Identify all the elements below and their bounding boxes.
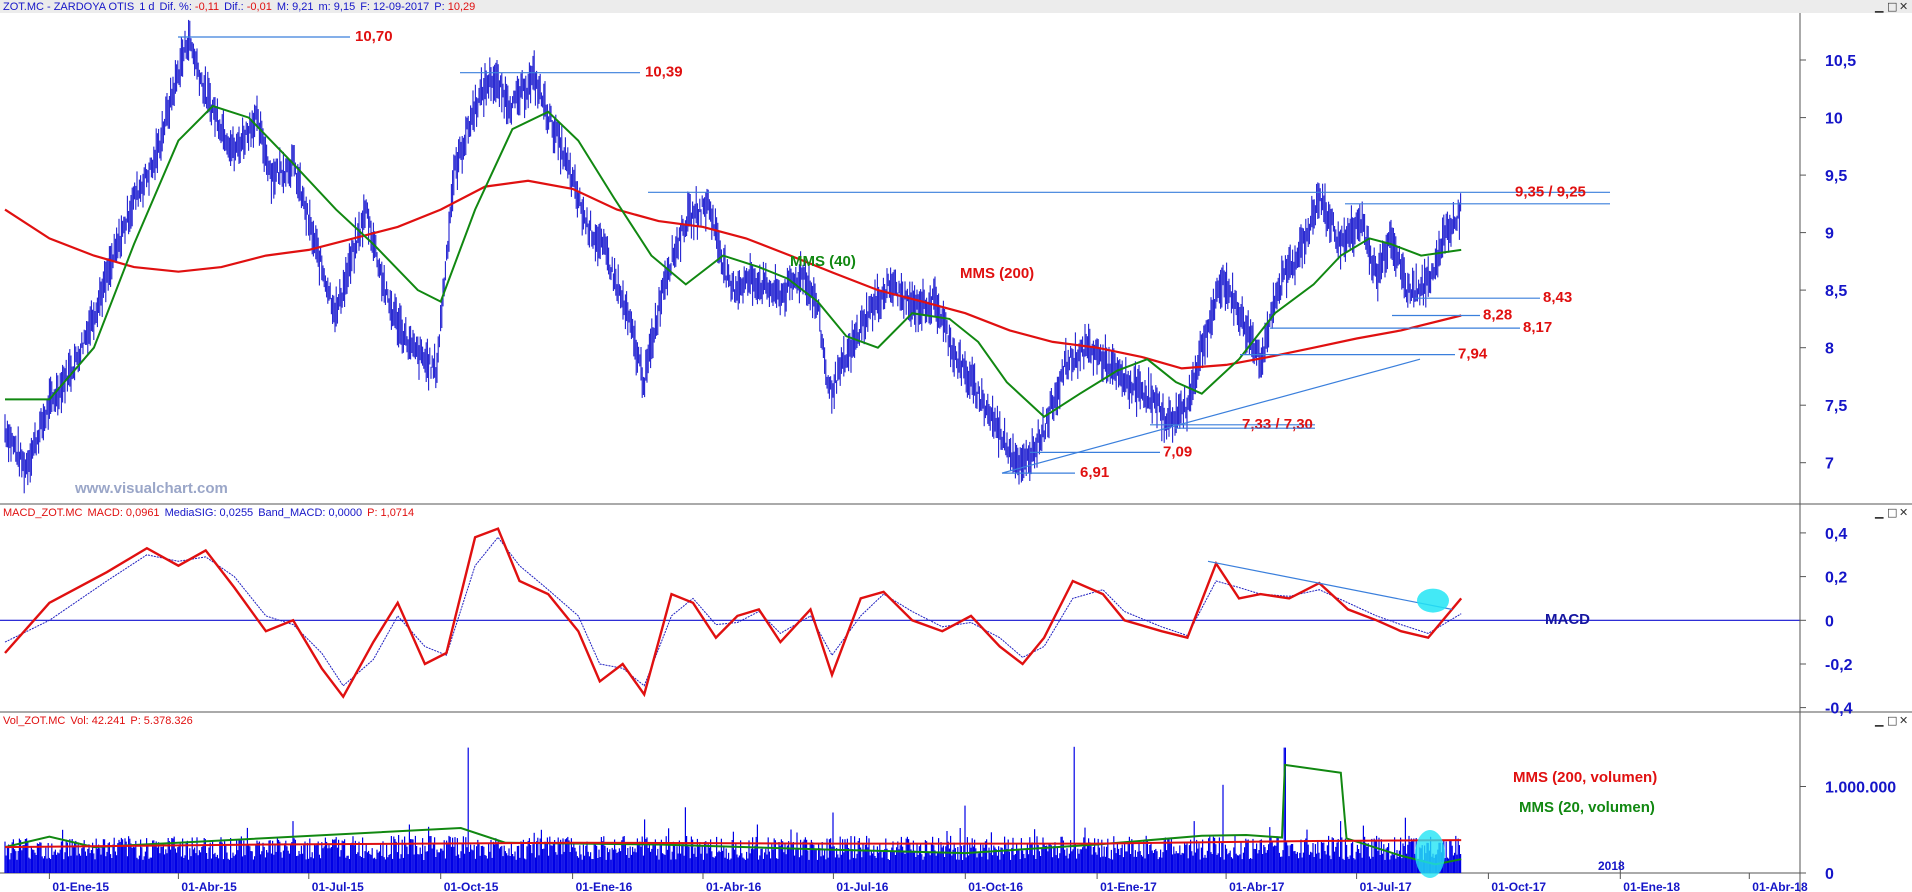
macd-signal-line	[4, 536, 1462, 687]
mma200-line	[4, 179, 1462, 370]
level-label: 6,91	[1080, 464, 1109, 481]
svg-text:▁: ▁	[1874, 0, 1884, 13]
volume-plot	[4, 746, 1462, 878]
price-y-tick-label: 8	[1825, 341, 1834, 358]
price-header-bar	[0, 0, 1912, 13]
price-header: ZOT.MC - ZARDOYA OTIS 1 d Dif. %: -0,11 Dif.…	[3, 1, 475, 13]
volume-mma200-line	[4, 839, 1462, 849]
watermark: www.visualchart.com	[74, 480, 228, 497]
macd-plot	[0, 527, 1800, 699]
level-label: 8,43	[1543, 289, 1572, 306]
macd-line	[4, 527, 1463, 699]
macd-y-tick-label: 0,4	[1825, 526, 1847, 543]
price-y-tick-label: 9,5	[1825, 168, 1847, 185]
trend-line	[1001, 358, 1421, 474]
x-tick-label: 01-Jul-16	[836, 880, 888, 892]
svg-text:✕: ✕	[1899, 0, 1908, 13]
volume-bars	[4, 746, 1462, 873]
svg-text:▁: ▁	[1874, 506, 1884, 519]
volume-legend-mma20: MMS (20, volumen)	[1519, 799, 1655, 816]
x-tick-label: 01-Ene-16	[576, 880, 633, 892]
mma40-annotation: MMS (40)	[790, 253, 856, 270]
svg-text:✕: ✕	[1899, 714, 1908, 727]
macd-highlight	[1417, 588, 1449, 613]
volume-y-tick-label: 0	[1825, 866, 1834, 883]
x-tick-label: 01-Ene-18	[1623, 880, 1680, 892]
x-tick-label: 01-Abr-15	[181, 880, 237, 892]
macd-trend-line	[1207, 560, 1453, 610]
price-panel-frame	[0, 12, 1800, 504]
x-tick-label: 01-Ene-17	[1100, 880, 1157, 892]
macd-y-tick-label: 0,2	[1825, 570, 1847, 587]
macd-y-tick-label: 0	[1825, 613, 1834, 630]
level-label: 7,94	[1458, 346, 1488, 363]
macd-y-tick-label: -0,4	[1825, 701, 1853, 718]
macd-label: MACD	[1545, 611, 1590, 628]
level-label: 8,28	[1483, 307, 1512, 324]
price-y-tick-label: 9	[1825, 226, 1834, 243]
mma40-line	[5, 104, 1462, 418]
x-tick-label: 01-Oct-15	[444, 880, 499, 892]
price-plot: 10,70 10,39 9,35 / 9,25 8,43 8,28 8,17 7,94 7,3…	[4, 19, 1610, 494]
macd-window-buttons[interactable]: ▁ □ ✕	[1874, 506, 1908, 519]
price-y-tick-label: 8,5	[1825, 283, 1847, 300]
price-window-buttons[interactable]: ▁ □ ✕	[1874, 0, 1908, 13]
level-label: 10,39	[645, 64, 683, 81]
volume-legend-mma200: MMS (200, volumen)	[1513, 769, 1657, 786]
x-tick-label: 01-Abr-17	[1229, 880, 1285, 892]
macd-y-tick-label: -0,2	[1825, 657, 1853, 674]
volume-highlight	[1415, 830, 1445, 878]
price-y-tick-label: 10	[1825, 111, 1843, 128]
x-tick-label: 01-Abr-16	[706, 880, 762, 892]
year-marker: 2018	[1598, 859, 1625, 873]
volume-window-buttons[interactable]: ▁ □ ✕	[1874, 714, 1908, 727]
x-tick-label: 01-Oct-16	[968, 880, 1023, 892]
x-tick-label: 01-Abr-18	[1752, 880, 1808, 892]
level-label: 10,70	[355, 28, 393, 45]
price-y-tick-label: 7,5	[1825, 398, 1847, 415]
axes: 7 7,5 8 8,5 9 9,5 10 10,5 -0,4 -0,2 0 0,2 0,4 0 1.000.…	[48, 14, 1896, 892]
volume-y-tick-label: 1.000.000	[1825, 780, 1896, 797]
x-tick-label: 01-Jul-15	[312, 880, 364, 892]
price-y-tick-label: 10,5	[1825, 53, 1856, 70]
mma200-annotation: MMS (200)	[960, 265, 1034, 282]
level-label: 9,35 / 9,25	[1515, 183, 1586, 200]
level-label: 7,33 / 7,30	[1242, 416, 1313, 433]
svg-text:□: □	[1887, 714, 1897, 727]
x-tick-label: 01-Ene-15	[52, 880, 109, 892]
svg-text:□: □	[1887, 506, 1897, 519]
svg-text:✕: ✕	[1899, 506, 1908, 519]
level-label: 7,09	[1163, 443, 1192, 460]
macd-header: MACD_ZOT.MC MACD: 0,0961 MediaSIG: 0,0255 Ban…	[3, 507, 414, 519]
volume-header: Vol_ZOT.MC Vol: 42.241 P: 5.378.326	[3, 715, 193, 727]
svg-text:▁: ▁	[1874, 714, 1884, 727]
level-label: 8,17	[1523, 319, 1552, 336]
price-y-tick-label: 7	[1825, 456, 1834, 473]
svg-text:□: □	[1887, 0, 1897, 13]
x-tick-label: 01-Jul-17	[1360, 880, 1412, 892]
x-tick-label: 01-Oct-17	[1491, 880, 1546, 892]
